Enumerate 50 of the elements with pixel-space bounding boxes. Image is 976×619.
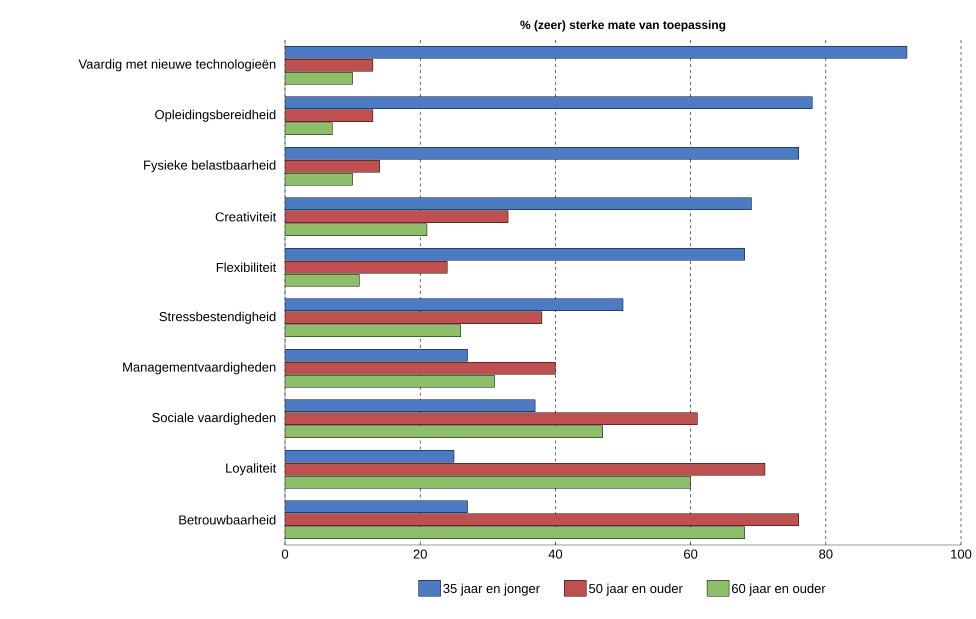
bar xyxy=(285,324,462,337)
bar xyxy=(285,374,495,388)
bar xyxy=(285,160,380,172)
bar xyxy=(285,526,745,539)
bar xyxy=(285,109,374,122)
legend-label: 50 jaar en ouder xyxy=(589,584,683,596)
bar xyxy=(285,462,766,476)
bar xyxy=(285,513,800,526)
bar xyxy=(285,476,691,488)
bar xyxy=(285,412,698,425)
y-tick-label: Managementvaardigheden xyxy=(123,362,276,374)
bar xyxy=(285,399,536,412)
bar xyxy=(285,96,813,109)
bar xyxy=(285,274,360,286)
bar xyxy=(285,46,908,58)
bar xyxy=(285,146,800,160)
x-tick-label: 60 xyxy=(684,550,698,559)
bar xyxy=(285,450,454,462)
y-tick-label: Sociale vaardigheden xyxy=(152,412,276,425)
bar xyxy=(285,260,448,274)
bar xyxy=(285,298,624,311)
legend-label: 60 jaar en ouder xyxy=(732,584,826,596)
x-tick-label: 100 xyxy=(951,550,972,559)
bar xyxy=(285,122,333,135)
bar xyxy=(285,210,508,223)
bar xyxy=(285,197,752,210)
bar xyxy=(285,425,603,438)
bar xyxy=(285,58,374,72)
bar xyxy=(285,172,353,186)
y-tick-label: Fysieke belastbaarheid xyxy=(144,160,276,172)
y-tick-label: Flexibiliteit xyxy=(216,262,276,272)
bar xyxy=(285,223,428,236)
x-tick-label: 40 xyxy=(548,550,562,559)
y-tick-label: Stressbestendigheid xyxy=(159,312,276,324)
y-tick-label: Betrouwbaarheid xyxy=(179,514,276,524)
bar xyxy=(285,348,468,362)
bar xyxy=(285,311,542,324)
y-tick-label: Creativiteit xyxy=(216,212,276,222)
bar xyxy=(285,362,556,374)
y-tick-label: Loyaliteit xyxy=(226,463,276,476)
bar xyxy=(285,500,468,513)
x-tick-label: 80 xyxy=(819,550,833,559)
bar xyxy=(285,248,745,260)
bar xyxy=(285,72,353,84)
chart-title: % (zeer) sterke mate van toepassing xyxy=(520,20,726,32)
y-tick-label: Opleidingsbereidheid xyxy=(155,110,276,122)
y-tick-label: Vaardig met nieuwe technologieën xyxy=(78,59,276,72)
x-tick-label: 0 xyxy=(282,550,288,559)
x-tick-label: 20 xyxy=(414,550,427,559)
legend-label: 35 jaar en jonger xyxy=(443,584,540,596)
